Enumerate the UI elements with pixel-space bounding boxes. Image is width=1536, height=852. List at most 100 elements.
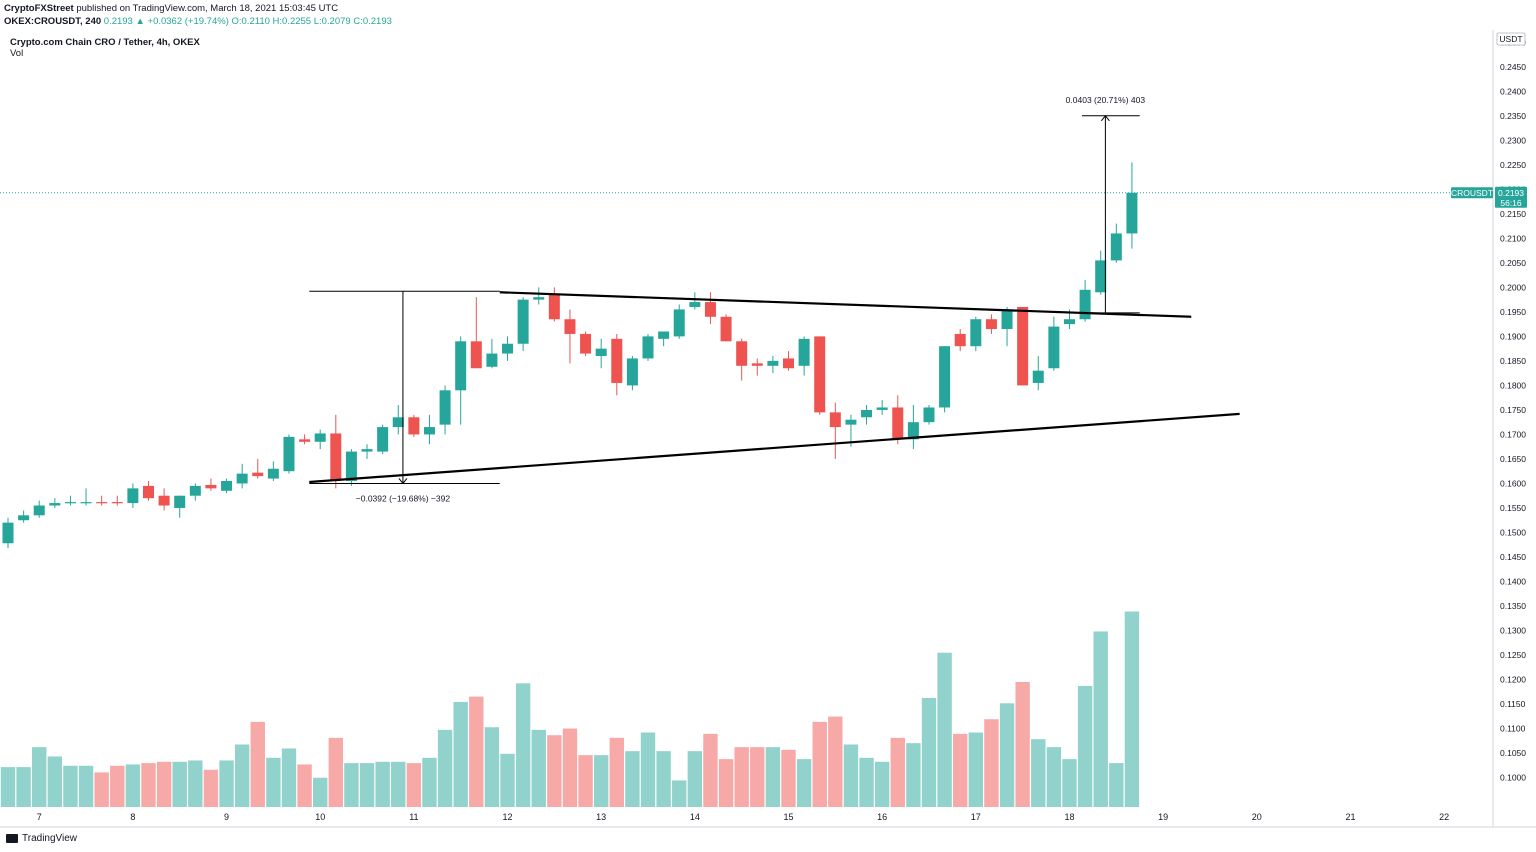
- upper-resistance-trendline: [499, 291, 1192, 318]
- candle-body: [470, 341, 482, 369]
- chart-frame: [0, 30, 1536, 828]
- price-tick-label: 0.2450: [1500, 62, 1526, 72]
- volume-bar: [406, 763, 422, 807]
- time-tick-label: 13: [596, 812, 606, 822]
- candle-body: [1001, 309, 1013, 330]
- volume-bar: [734, 747, 749, 807]
- candle-body: [611, 338, 623, 383]
- candle-body: [954, 333, 966, 347]
- time-tick-label: 12: [503, 812, 513, 822]
- candle-body: [564, 319, 576, 334]
- candle-body: [377, 427, 389, 452]
- price-tick-label: 0.1450: [1500, 552, 1526, 562]
- candle-body: [18, 515, 30, 521]
- volume-bar: [953, 733, 968, 807]
- price-tick-label: 0.1150: [1500, 699, 1526, 709]
- volume-bar: [500, 753, 515, 807]
- candle-body: [80, 502, 92, 504]
- volume-bar: [828, 716, 843, 807]
- candle-body: [299, 439, 311, 442]
- last-price-label: 0.2193: [1498, 188, 1524, 198]
- candle-body: [533, 297, 545, 300]
- candle-body: [798, 338, 810, 366]
- candles: [2, 162, 1138, 549]
- candle-body: [423, 427, 435, 435]
- price-tick-label: 0.1950: [1500, 307, 1526, 317]
- candle-body: [720, 316, 732, 342]
- volume-bar: [250, 721, 265, 807]
- candle-body: [1095, 260, 1107, 293]
- ohlc-values: O:0.2110 H:0.2255 L:0.2079 C:0.2193: [231, 16, 392, 27]
- volume-bar: [16, 767, 31, 807]
- price-tick-label: 0.2000: [1500, 282, 1526, 292]
- candle-body: [548, 294, 560, 320]
- candle-body: [642, 336, 654, 359]
- volume-bar: [750, 747, 765, 807]
- volume-bar: [984, 719, 999, 807]
- volume-label: Vol: [10, 48, 24, 59]
- candle-body: [142, 485, 154, 499]
- publish-text: published on TradingView.com, March 18, …: [76, 3, 339, 14]
- candle-body: [704, 302, 716, 317]
- volume-bar: [234, 744, 250, 807]
- candle-body: [517, 299, 529, 344]
- candle-body: [64, 502, 76, 504]
- candle-body: [361, 449, 373, 452]
- candle-body: [33, 505, 45, 516]
- volume-bar: [515, 683, 531, 807]
- candle-body: [580, 333, 592, 354]
- candle-body: [127, 488, 139, 504]
- volume-bar: [859, 757, 874, 807]
- volume-bar: [110, 765, 125, 807]
- candle-body: [876, 407, 888, 410]
- volume-bar: [32, 747, 47, 807]
- volume-bar: [1062, 759, 1077, 807]
- tradingview-logo[interactable]: TradingView: [6, 833, 77, 844]
- price-tick-label: 0.1800: [1500, 380, 1526, 390]
- volume-bar: [437, 729, 453, 807]
- price-tick-label: 0.1600: [1500, 478, 1526, 488]
- volume-bar: [203, 769, 219, 807]
- candle-body: [111, 502, 123, 504]
- price-axis: 0.1000 0.1050 0.1100 0.1150 0.1200 0.1250 0.13…: [1451, 32, 1527, 783]
- volume-bar: [843, 744, 859, 807]
- candle-body: [814, 336, 826, 413]
- candle-body: [626, 358, 638, 386]
- volume-bar: [1077, 685, 1093, 807]
- symbol-tag-label: CROUSDT: [1451, 188, 1493, 198]
- price-tick-label: 0.2300: [1500, 135, 1526, 145]
- volume-bar: [718, 759, 734, 807]
- flagpole-down-arrow-head: [398, 478, 408, 485]
- volume-bar: [125, 764, 141, 807]
- volume-bars: [0, 611, 1140, 807]
- volume-bar: [422, 757, 437, 807]
- volume-bar: [313, 777, 328, 807]
- price-tick-label: 0.1900: [1500, 331, 1526, 341]
- candle-body: [1110, 233, 1122, 261]
- candle-body: [767, 360, 779, 366]
- candle-body: [970, 319, 982, 347]
- volume-bar: [812, 721, 827, 807]
- volume-bar: [672, 780, 687, 807]
- time-tick-label: 15: [783, 812, 793, 822]
- candle-body: [283, 436, 295, 472]
- candle-body: [892, 407, 904, 440]
- volume-bar: [1109, 763, 1124, 807]
- volume-bar: [874, 761, 890, 807]
- volume-bar: [562, 728, 578, 807]
- candle-body: [658, 331, 670, 339]
- volume-bar: [391, 761, 406, 807]
- volume-bar: [156, 761, 172, 807]
- candle-body: [439, 390, 451, 425]
- time-tick-label: 10: [315, 812, 325, 822]
- price-tick-label: 0.1850: [1500, 356, 1526, 366]
- volume-bar: [547, 735, 562, 807]
- volume-bar: [188, 760, 203, 807]
- candle-body: [751, 363, 763, 366]
- candle-body: [861, 409, 873, 418]
- volume-bar: [890, 737, 905, 807]
- price-tick-label: 0.1550: [1500, 503, 1526, 513]
- time-tick-label: 14: [690, 812, 700, 822]
- volume-bar: [172, 761, 187, 807]
